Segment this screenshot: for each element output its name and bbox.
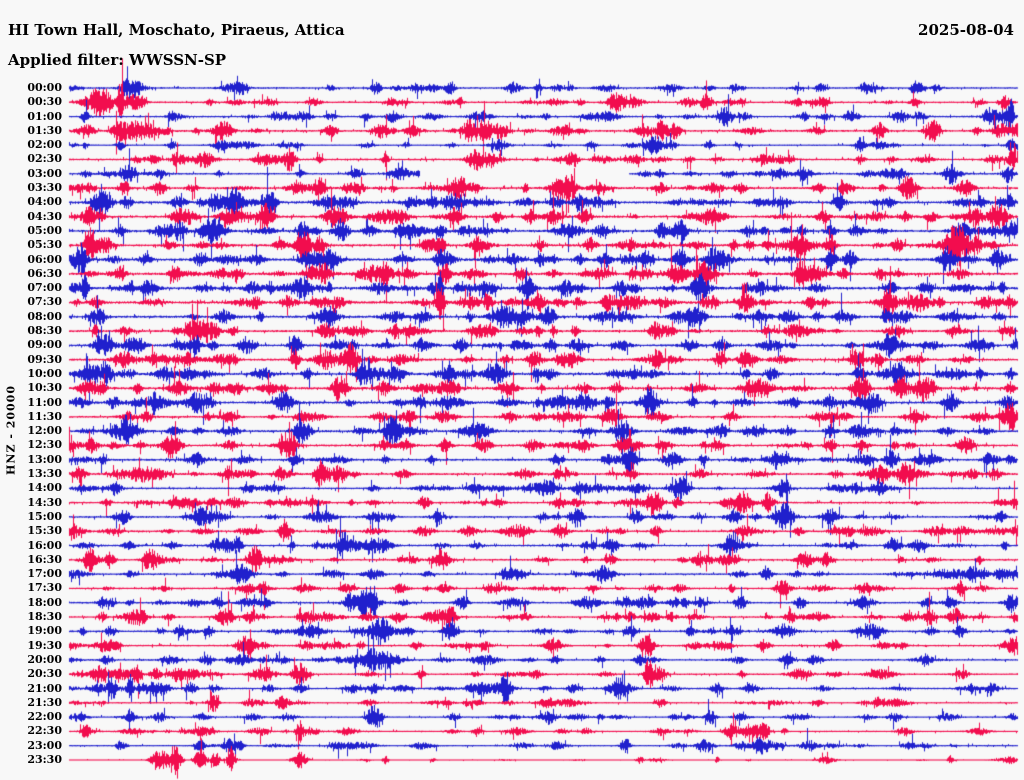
time-label: 01:00 <box>27 109 62 123</box>
time-label: 03:00 <box>27 166 62 180</box>
time-axis: 00:00 00:30 01:00 01:30 02:00 02:30 03:00 03:30… <box>0 0 64 780</box>
time-label: 05:00 <box>27 223 62 237</box>
time-label: 18:30 <box>27 610 62 624</box>
time-label: 15:00 <box>27 509 62 523</box>
time-label: 22:30 <box>27 724 62 738</box>
time-label: 01:30 <box>27 123 62 137</box>
time-label: 00:00 <box>27 81 62 94</box>
time-label: 10:00 <box>27 366 62 380</box>
time-label: 21:30 <box>27 695 62 709</box>
station-title: HI Town Hall, Moschato, Piraeus, Attica <box>8 21 345 39</box>
time-label: 07:30 <box>27 295 62 309</box>
time-label: 09:00 <box>27 338 62 352</box>
time-label: 14:00 <box>27 481 62 495</box>
time-label: 11:30 <box>27 409 62 423</box>
time-label: 19:30 <box>27 638 62 652</box>
time-label: 06:30 <box>27 266 62 280</box>
time-label: 10:30 <box>27 381 62 395</box>
time-label: 02:00 <box>27 138 62 152</box>
time-label: 13:30 <box>27 467 62 481</box>
time-label: 08:30 <box>27 324 62 338</box>
time-label: 07:00 <box>27 281 62 295</box>
time-label: 04:30 <box>27 209 62 223</box>
time-label: 17:00 <box>27 567 62 581</box>
time-label: 22:00 <box>27 710 62 724</box>
time-label: 23:00 <box>27 738 62 752</box>
time-label: 12:30 <box>27 438 62 452</box>
channel-scale-label: HNZ - 20000 <box>4 385 18 475</box>
time-label: 04:00 <box>27 195 62 209</box>
time-label: 23:30 <box>27 753 62 766</box>
time-label: 05:30 <box>27 238 62 252</box>
time-label: 21:00 <box>27 681 62 695</box>
time-label: 14:30 <box>27 495 62 509</box>
time-label: 19:00 <box>27 624 62 638</box>
time-label: 02:30 <box>27 152 62 166</box>
time-label: 03:30 <box>27 181 62 195</box>
time-label: 16:00 <box>27 538 62 552</box>
time-label: 06:00 <box>27 252 62 266</box>
time-label: 00:30 <box>27 95 62 109</box>
time-label: 09:30 <box>27 352 62 366</box>
time-label: 17:30 <box>27 581 62 595</box>
date-label: 2025-08-04 <box>918 21 1014 39</box>
time-label: 13:00 <box>27 452 62 466</box>
time-label: 08:00 <box>27 309 62 323</box>
time-label: 12:00 <box>27 424 62 438</box>
time-label: 18:00 <box>27 595 62 609</box>
time-label: 15:30 <box>27 524 62 538</box>
time-label: 11:00 <box>27 395 62 409</box>
filter-label: Applied filter: WWSSN-SP <box>8 51 227 69</box>
time-label: 16:30 <box>27 552 62 566</box>
time-label: 20:00 <box>27 652 62 666</box>
time-label: 20:30 <box>27 667 62 681</box>
